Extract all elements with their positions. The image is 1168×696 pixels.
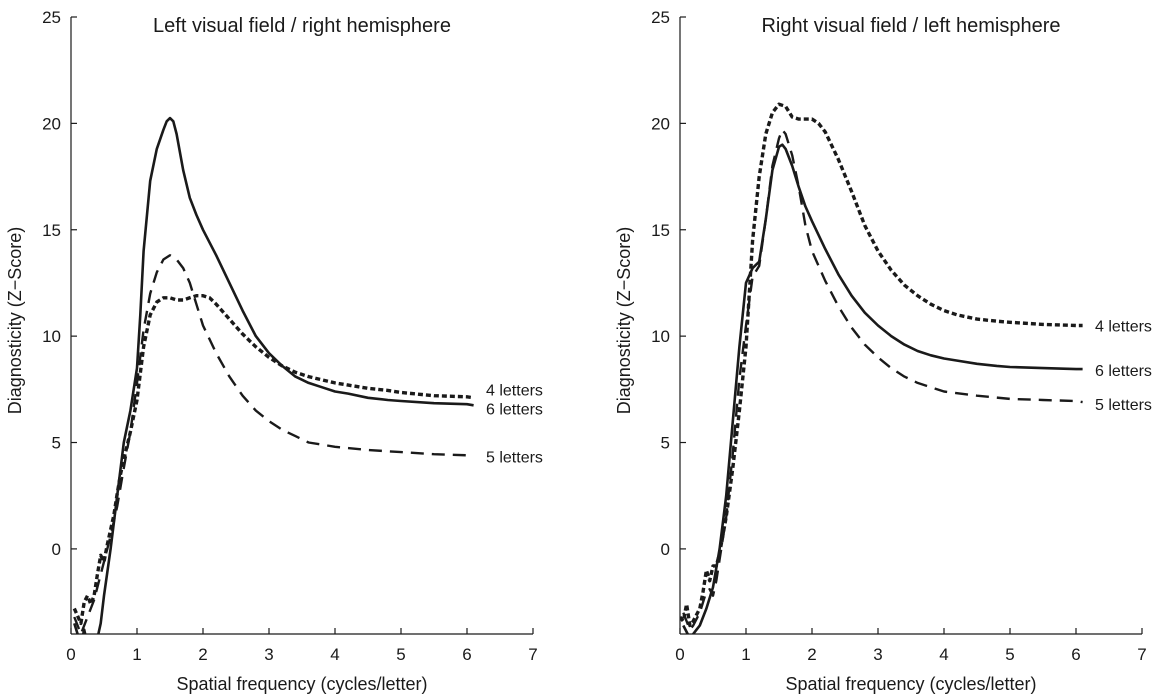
y-axis-label: Diagnosticity (Z−Score) [5, 227, 25, 415]
y-tick-label: 5 [52, 434, 61, 453]
y-tick-label: 5 [661, 434, 670, 453]
x-tick-label: 3 [264, 645, 273, 664]
series-line-4-letters [680, 102, 1083, 628]
y-tick-label: 0 [52, 540, 61, 559]
series-label-6-letters: 6 letters [1095, 363, 1152, 380]
series-label-4-letters: 4 letters [1095, 319, 1152, 336]
series-line-5-letters [682, 128, 1083, 631]
series-line-6-letters [73, 116, 474, 634]
chart-title: Right visual field / left hemisphere [761, 15, 1060, 37]
x-tick-label: 2 [198, 645, 207, 664]
x-tick-label: 7 [528, 645, 537, 664]
x-tick-label: 0 [675, 645, 684, 664]
x-tick-label: 4 [939, 645, 948, 664]
y-axis-label: Diagnosticity (Z−Score) [614, 227, 634, 415]
y-tick-label: 10 [651, 327, 670, 346]
x-tick-label: 1 [741, 645, 750, 664]
y-tick-label: 25 [651, 8, 670, 27]
y-tick-label: 20 [42, 114, 61, 133]
y-tick-label: 25 [42, 8, 61, 27]
series-label-5-letters: 5 letters [1095, 397, 1152, 414]
x-tick-label: 7 [1137, 645, 1146, 664]
y-tick-label: 20 [651, 114, 670, 133]
y-tick-label: 10 [42, 327, 61, 346]
series-label-4-letters: 4 letters [486, 382, 543, 399]
series-line-5-letters [73, 254, 474, 634]
series-line-4-letters [72, 294, 474, 626]
x-tick-label: 2 [807, 645, 816, 664]
x-tick-label: 1 [132, 645, 141, 664]
y-tick-label: 0 [661, 540, 670, 559]
x-tick-label: 5 [1005, 645, 1014, 664]
series-label-5-letters: 5 letters [486, 449, 543, 466]
x-axis-label: Spatial frequency (cycles/letter) [176, 674, 427, 694]
x-tick-label: 6 [462, 645, 471, 664]
x-tick-label: 4 [330, 645, 339, 664]
x-tick-label: 6 [1071, 645, 1080, 664]
left-panel: 0 1 2 3 4 5 6 7 0 5 10 15 20 25 Left visual field / ri… [5, 8, 543, 694]
x-tick-label: 3 [873, 645, 882, 664]
series-line-6-letters [682, 143, 1083, 634]
x-tick-label: 5 [396, 645, 405, 664]
series-label-6-letters: 6 letters [486, 401, 543, 418]
right-panel: 0 1 2 3 4 5 6 7 0 5 10 15 20 25 Right visual field / l… [614, 8, 1152, 694]
x-tick-label: 0 [66, 645, 75, 664]
y-tick-label: 15 [42, 221, 61, 240]
y-tick-label: 15 [651, 221, 670, 240]
x-axis-label: Spatial frequency (cycles/letter) [785, 674, 1036, 694]
chart-title: Left visual field / right hemisphere [153, 15, 451, 37]
